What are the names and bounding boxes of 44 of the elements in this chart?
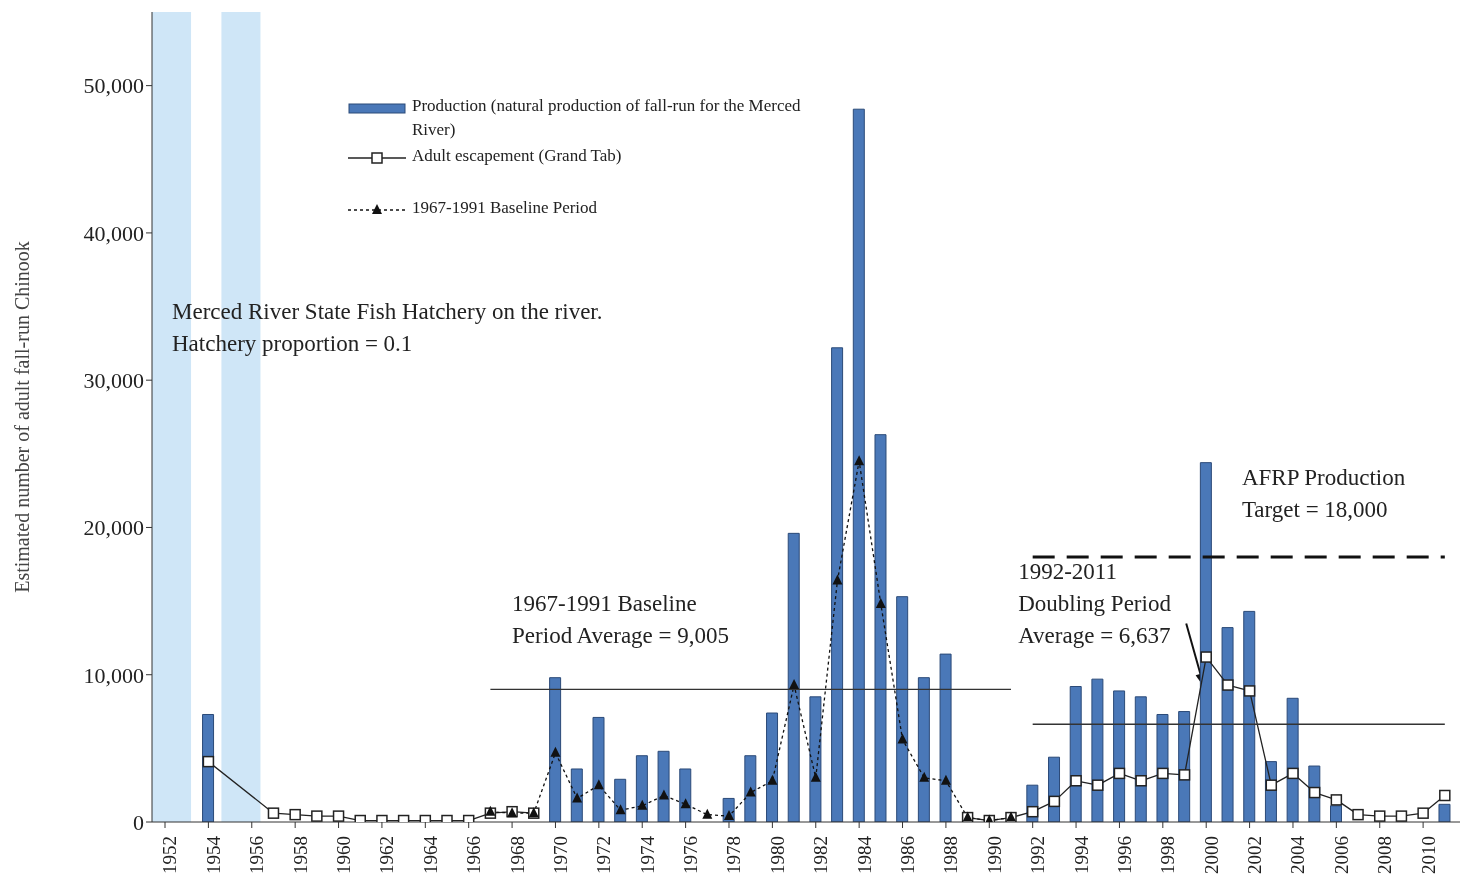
annotation: 1992-2011 Doubling Period Average = 6,637 bbox=[1018, 559, 1172, 649]
legend-label: 1967-1991 Baseline Period bbox=[412, 197, 598, 219]
annotation: Merced River State Fish Hatchery on the river. Hatchery proportion = 0.1 bbox=[172, 298, 603, 358]
x-tick-label: 2008 bbox=[1374, 836, 1396, 874]
x-tick-label: 1958 bbox=[289, 836, 311, 874]
x-tick-label: 1970 bbox=[549, 836, 571, 874]
x-tick-label: 1990 bbox=[983, 836, 1005, 874]
x-tick-label: 1962 bbox=[376, 836, 398, 874]
x-tick-label: 1994 bbox=[1070, 835, 1092, 874]
x-tick-label: 1998 bbox=[1157, 836, 1179, 874]
y-tick-label: 30,000 bbox=[83, 367, 144, 393]
y-tick-label: 10,000 bbox=[83, 662, 144, 688]
x-tick-label: 1988 bbox=[940, 836, 962, 874]
x-tick-label: 1968 bbox=[506, 836, 528, 874]
x-tick-label: 2004 bbox=[1287, 835, 1309, 874]
y-tick-label: 0 bbox=[133, 809, 144, 835]
x-tick-label: 1978 bbox=[723, 836, 745, 874]
x-tick-label: 1966 bbox=[463, 836, 485, 874]
x-tick-label: 1972 bbox=[593, 836, 615, 874]
x-tick-label: 1986 bbox=[897, 836, 919, 874]
x-tick-label: 1992 bbox=[1027, 836, 1049, 874]
legend-label: Production (natural production of fall-run for the Merced River) bbox=[412, 95, 802, 141]
y-axis-title: Estimated number of adult fall-run Chinook bbox=[11, 241, 34, 593]
annotation: AFRP Production Target = 18,000 bbox=[1241, 464, 1406, 522]
y-tick-label: 40,000 bbox=[83, 220, 144, 246]
y-tick-label: 20,000 bbox=[83, 515, 144, 541]
x-tick-label: 1974 bbox=[636, 835, 658, 874]
x-tick-label: 1982 bbox=[810, 836, 832, 874]
annotation: 1967-1991 Baseline Period Average = 9,005 bbox=[512, 591, 730, 649]
legend-label: Adult escapement (Grand Tab) bbox=[412, 145, 622, 167]
x-tick-label: 1964 bbox=[419, 835, 441, 874]
x-tick-label: 2006 bbox=[1330, 836, 1352, 874]
x-tick-label: 1996 bbox=[1113, 836, 1135, 874]
x-tick-label: 2002 bbox=[1244, 836, 1266, 874]
y-tick-label: 50,000 bbox=[83, 73, 144, 99]
x-tick-label: 2010 bbox=[1417, 836, 1439, 874]
x-tick-label: 1952 bbox=[159, 836, 181, 874]
x-tick-label: 1954 bbox=[202, 835, 224, 874]
x-tick-label: 1956 bbox=[246, 836, 268, 874]
x-tick-label: 2000 bbox=[1200, 836, 1222, 874]
x-tick-label: 1976 bbox=[680, 836, 702, 874]
x-tick-label: 1984 bbox=[853, 835, 875, 874]
x-tick-label: 1980 bbox=[766, 836, 788, 874]
x-tick-label: 1960 bbox=[333, 836, 355, 874]
